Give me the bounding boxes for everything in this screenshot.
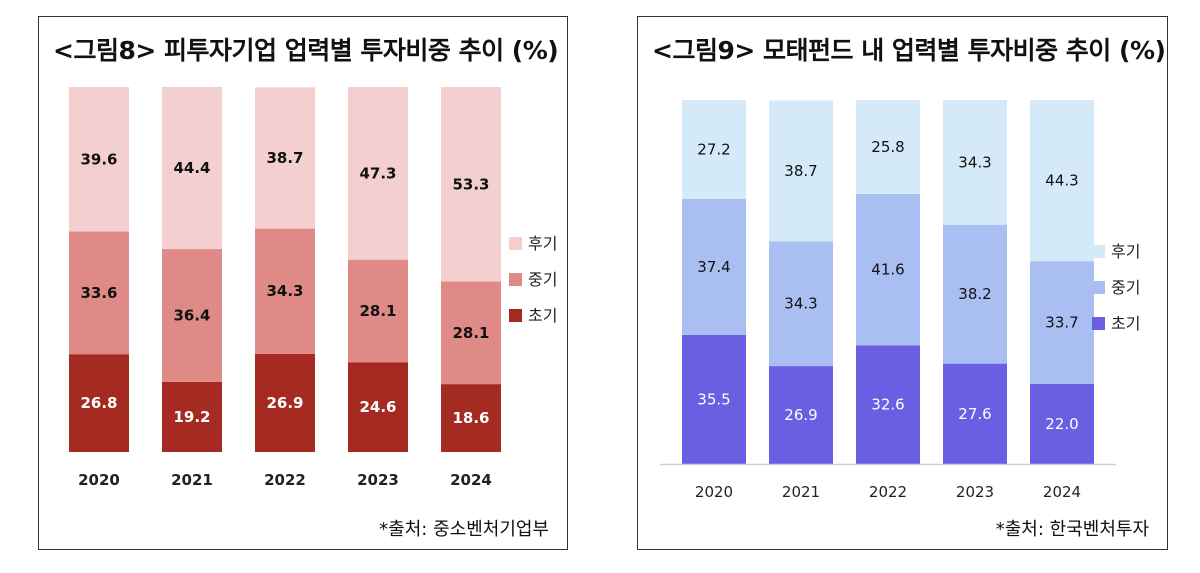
bar-segment [682,100,746,199]
bar-segment [441,281,501,385]
bar-segment [255,228,315,354]
legend-swatch [509,273,522,286]
bar-segment [856,100,920,194]
data-label: 26.9 [784,406,817,424]
x-tick-label: 2022 [869,483,907,501]
data-label: 37.4 [697,258,730,276]
bar-segment [943,224,1007,364]
data-label: 47.3 [359,164,396,182]
bar-segment [1030,100,1094,262]
bar-segment [69,354,129,452]
legend-swatch [509,237,522,250]
data-label: 34.3 [958,153,991,171]
data-label: 22.0 [1045,415,1078,433]
data-label: 44.3 [1045,172,1078,190]
bar-segment [943,363,1007,464]
legend-swatch [1092,317,1105,330]
legend-swatch [1092,281,1105,294]
legend-label: 중기 [1111,278,1140,297]
data-label: 18.6 [452,409,489,427]
x-tick-label: 2024 [450,471,492,489]
data-label: 27.6 [958,405,991,423]
bar-segment [1030,261,1094,384]
bar-segment [769,241,833,367]
bar-segment [769,100,833,242]
legend-label: 초기 [528,306,557,325]
data-label: 26.8 [80,394,117,412]
bar-segment [69,87,129,232]
data-label: 38.2 [958,285,991,303]
bar-segment [255,87,315,229]
bar-segment [348,362,408,452]
data-label: 27.2 [697,140,730,158]
chart-title: <그림8> 피투자기업 업력별 투자비중 추이 (%) [53,36,559,65]
data-label: 44.4 [173,159,210,177]
legend-label: 후기 [528,234,557,253]
chart-source: *출처: 한국벤처투자 [995,519,1149,540]
legend-label: 중기 [528,270,557,289]
bar-segment [441,384,501,452]
x-tick-label: 2021 [171,471,213,489]
bar-segment [769,366,833,464]
bar-segment [162,87,222,250]
bar-segment [162,381,222,452]
x-tick-label: 2024 [1043,483,1081,501]
data-label: 24.6 [359,398,396,416]
chart-title: <그림9> 모태펀드 내 업력별 투자비중 추이 (%) [652,36,1166,65]
bar-segment [348,87,408,260]
data-label: 38.7 [784,162,817,180]
data-label: 34.3 [784,295,817,313]
data-label: 25.8 [871,138,904,156]
legend-label: 후기 [1111,242,1140,261]
stacked-bar-chart: 26.8 33.6 39.6 2020 19.2 36.4 44.4 2021 26.9 34.3… [69,87,557,489]
data-label: 35.5 [697,390,730,408]
data-label: 38.7 [266,149,303,167]
bar-segment [682,334,746,464]
data-label: 33.6 [80,284,117,302]
bar-segment [943,100,1007,225]
x-tick-label: 2021 [782,483,820,501]
bar-segment [856,193,920,346]
bar-segment [69,231,129,355]
bar-segment [255,353,315,452]
x-tick-label: 2020 [78,471,120,489]
legend-swatch [509,309,522,322]
data-label: 34.3 [266,282,303,300]
data-label: 26.9 [266,394,303,412]
data-label: 41.6 [871,261,904,279]
data-label: 39.6 [80,150,117,168]
stacked-bar-chart: 35.5 37.4 27.2 2020 26.9 34.3 38.7 2021 32.6 41.6… [660,100,1140,501]
data-label: 28.1 [359,302,396,320]
bar-segment [1030,383,1094,464]
chart-panel-figure8: <그림8> 피투자기업 업력별 투자비중 추이 (%) 26.8 33.6 39.6… [38,16,568,550]
x-tick-label: 2023 [357,471,399,489]
legend-swatch [1092,245,1105,258]
data-label: 53.3 [452,175,489,193]
data-label: 36.4 [173,306,210,324]
bar-segment [348,259,408,363]
bar-segment [682,198,746,335]
bar-segment [856,345,920,464]
data-label: 33.7 [1045,314,1078,332]
bar-segment [441,87,501,282]
data-label: 28.1 [452,324,489,342]
bar-segment [162,249,222,382]
x-tick-label: 2022 [264,471,306,489]
data-label: 19.2 [173,408,210,426]
x-tick-label: 2023 [956,483,994,501]
data-label: 32.6 [871,396,904,414]
legend-label: 초기 [1111,314,1140,333]
chart-source: *출처: 중소벤처기업부 [379,519,549,540]
chart-panel-figure9: <그림9> 모태펀드 내 업력별 투자비중 추이 (%) 35.5 37.4 27.… [637,16,1168,550]
x-tick-label: 2020 [695,483,733,501]
